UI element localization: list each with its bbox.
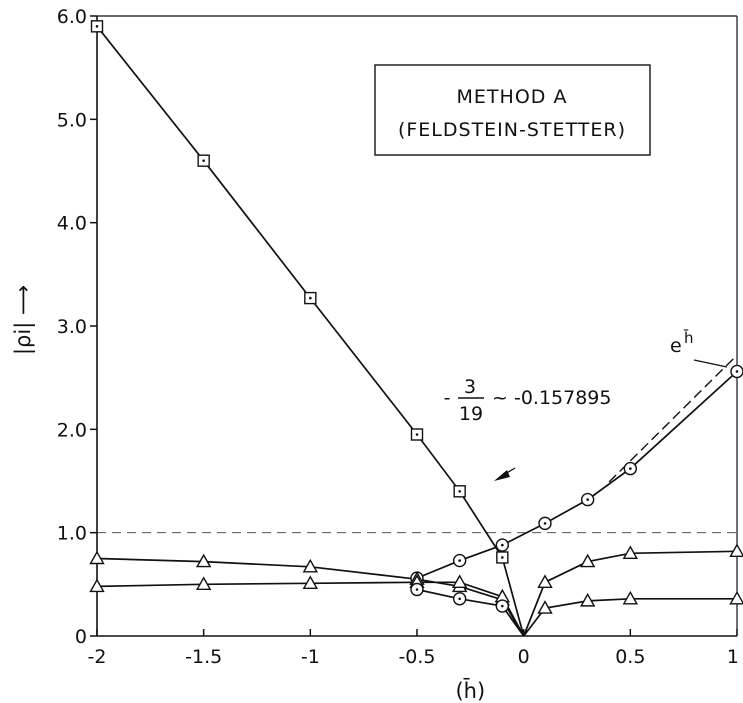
triangle-marker [729, 543, 743, 557]
triangle-marker [537, 600, 553, 614]
annotation-arrowhead [494, 470, 510, 481]
square-marker-dot [458, 490, 461, 493]
circle-marker-dot [629, 467, 632, 470]
y-tick-label: 5.0 [57, 109, 87, 131]
y-tick-label: 0 [75, 626, 87, 648]
series-line-4 [416, 588, 525, 637]
y-tick-label: 6.0 [57, 6, 87, 28]
y-axis-title: |ρi| ⟶ [11, 285, 36, 355]
exp-base: e [670, 335, 682, 357]
triangle-marker [579, 592, 596, 607]
fraction-annotation: - 3 19 ~ -0.157895 [444, 376, 611, 481]
legend-box: METHOD A (FELDSTEIN-STETTER) [374, 64, 651, 156]
square-marker-dot [501, 556, 504, 559]
x-tick-label: 0.5 [615, 646, 645, 668]
axes: 0 1.0 2.0 3.0 4.0 5.0 6.0 -2 -1.5 -1 -0.5 0 0.5 1 (h̄)… [11, 6, 739, 703]
square-marker-dot [202, 159, 205, 162]
triangle-marker [302, 575, 319, 589]
circle-marker-dot [501, 543, 504, 547]
circle-marker-dot [543, 522, 547, 525]
x-tick-label: -1.5 [185, 646, 222, 668]
x-tick-label: 0 [518, 646, 530, 668]
square-marker-dot [415, 433, 419, 436]
circle-marker-dot [458, 559, 461, 562]
triangle-marker [302, 558, 319, 573]
triangle-marker [89, 578, 105, 593]
triangle-marker [195, 553, 212, 568]
fraction-sign: - [444, 387, 451, 409]
x-tick-label: -0.5 [398, 646, 435, 668]
y-tick-label: 2.0 [57, 419, 87, 441]
fraction-denominator: 19 [459, 403, 483, 425]
y-tick-label: 1.0 [57, 523, 87, 545]
square-marker-dot [95, 25, 99, 28]
circle-marker-dot [735, 370, 739, 373]
x-tick-label: 1 [727, 646, 739, 668]
triangle-marker [579, 553, 596, 568]
x-tick-label: -1 [301, 646, 320, 668]
triangle-marker [451, 574, 468, 588]
triangle-marker [537, 574, 553, 588]
triangle-marker [622, 545, 639, 560]
x-tick-label: -2 [88, 646, 107, 668]
y-tick-label: 3.0 [57, 316, 87, 338]
triangle-marker [622, 590, 639, 605]
exp-arrow [693, 359, 728, 368]
triangle-marker [89, 550, 105, 565]
square-marker-dot [309, 296, 312, 300]
approx-value: ~ -0.157895 [492, 387, 611, 409]
x-axis-title: (h̄) [455, 678, 485, 703]
legend-line-1: METHOD A [457, 86, 568, 108]
marker-layer [89, 20, 743, 614]
legend-box-frame [374, 64, 651, 156]
triangle-marker [195, 576, 212, 591]
circle-marker-dot [501, 604, 504, 608]
fraction-numerator: 3 [464, 376, 476, 398]
triangle-marker [729, 590, 743, 605]
circle-marker-dot [415, 588, 419, 591]
exp-reference-line [608, 354, 738, 483]
exp-superscript: h̄ [684, 328, 694, 347]
legend-line-2: (FELDSTEIN-STETTER) [398, 119, 626, 141]
circle-marker-dot [586, 498, 589, 501]
y-tick-label: 4.0 [57, 213, 87, 235]
exp-annotation: e h̄ [670, 328, 728, 368]
circle-marker-dot [458, 597, 461, 601]
